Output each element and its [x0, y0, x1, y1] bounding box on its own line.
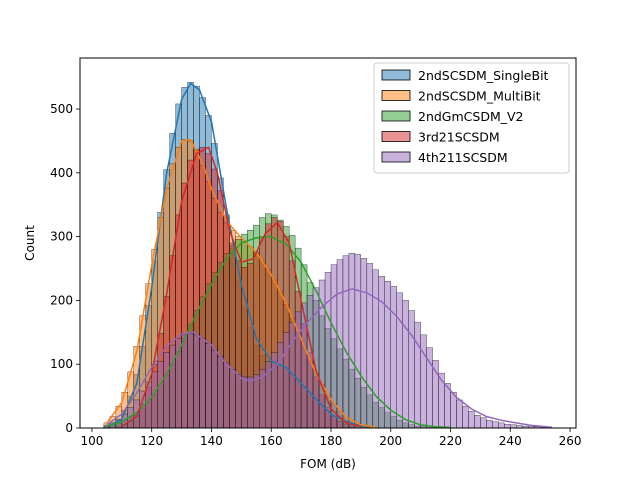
y-axis-label: Count: [23, 225, 37, 261]
y-tick-label: 0: [65, 421, 73, 435]
histogram-bar: [504, 423, 511, 429]
x-tick-label: 180: [320, 434, 343, 448]
histogram-bar: [480, 417, 487, 429]
histogram-bar: [229, 369, 236, 429]
histogram-bar: [348, 253, 356, 429]
histogram-bar: [247, 376, 254, 429]
legend-swatch: [381, 69, 411, 81]
legend-swatch: [381, 110, 411, 122]
kde-line: [121, 146, 362, 428]
histogram-bar: [211, 349, 218, 429]
y-tick-label: 300: [50, 230, 73, 244]
histogram-bar: [235, 374, 242, 429]
histogram-bar: [486, 420, 493, 429]
histogram-bar: [456, 399, 463, 429]
x-tick-label: 160: [260, 434, 283, 448]
histogram-bar: [414, 321, 421, 429]
kde-line: [106, 82, 376, 429]
histogram-bar: [408, 310, 415, 429]
histogram-bar: [241, 376, 248, 429]
legend-swatch: [381, 131, 411, 142]
histogram-bar: [402, 300, 409, 429]
x-axis-label: FOM (dB): [300, 457, 356, 471]
x-tick-label: 120: [140, 434, 163, 448]
x-axis: 100 120 140 160 180 200 220 240 260: [80, 428, 581, 448]
kde-layer: [106, 82, 553, 429]
legend-label: 3rd21SCSDM: [418, 130, 500, 145]
legend-label: 2ndSCSDM_MultiBit: [418, 89, 541, 104]
y-tick-label: 500: [50, 102, 73, 116]
legend-label: 4th211SCSDM: [418, 150, 508, 165]
histogram-bar: [199, 338, 206, 429]
histogram-bar: [223, 362, 230, 429]
x-tick-label: 220: [439, 434, 462, 448]
histogram-bar: [450, 392, 457, 429]
histogram-bar: [462, 406, 469, 429]
histogram-bar: [492, 421, 499, 429]
histogram-bar: [187, 333, 194, 429]
x-tick-label: 200: [379, 434, 402, 448]
series-bars: [103, 253, 547, 429]
y-tick-label: 200: [50, 293, 73, 307]
histogram-bar: [474, 415, 481, 429]
histogram-bar: [181, 334, 188, 429]
kde-line: [106, 288, 553, 429]
histogram-bar: [342, 255, 350, 429]
histogram-bar: [163, 352, 170, 429]
histogram-bar: [390, 286, 397, 429]
x-tick-label: 240: [499, 434, 522, 448]
x-tick-label: 140: [200, 434, 223, 448]
kde-line: [106, 138, 376, 429]
histogram-bar: [378, 275, 385, 429]
legend-label: 2ndGmCSDM_V2: [418, 109, 524, 124]
legend-swatch: [381, 90, 411, 101]
y-tick-label: 400: [50, 166, 73, 180]
y-axis: 0 100 200 300 400 500: [50, 102, 80, 435]
histogram-bar: [253, 374, 260, 429]
legend-label: 2ndSCSDM_SingleBit: [418, 68, 549, 83]
x-tick-label: 100: [80, 434, 103, 448]
histogram-bar: [151, 371, 158, 429]
histogram-bar: [372, 269, 379, 429]
x-tick-label: 260: [559, 434, 582, 448]
kde-line: [106, 235, 451, 429]
histogram-bar: [360, 258, 368, 429]
axes-frame: [79, 57, 577, 429]
legend-box: [373, 62, 570, 174]
histogram-bar: [420, 334, 427, 429]
histogram-bar: [217, 356, 224, 429]
histogram-bar: [498, 422, 505, 429]
histogram-bar: [468, 411, 475, 429]
histogram-bar: [193, 334, 200, 429]
histogram-bar: [396, 292, 403, 429]
histogram-bar: [157, 361, 164, 429]
histogram-bar: [205, 343, 212, 429]
histogram-bar: [354, 254, 362, 429]
histogram-bar: [366, 263, 374, 429]
legend-swatch: [381, 151, 411, 163]
y-tick-label: 100: [50, 357, 73, 371]
legend: 2ndSCSDM_SingleBit 2ndSCSDM_MultiBit 2ndGm…: [373, 62, 570, 174]
histogram-bar: [294, 311, 302, 429]
